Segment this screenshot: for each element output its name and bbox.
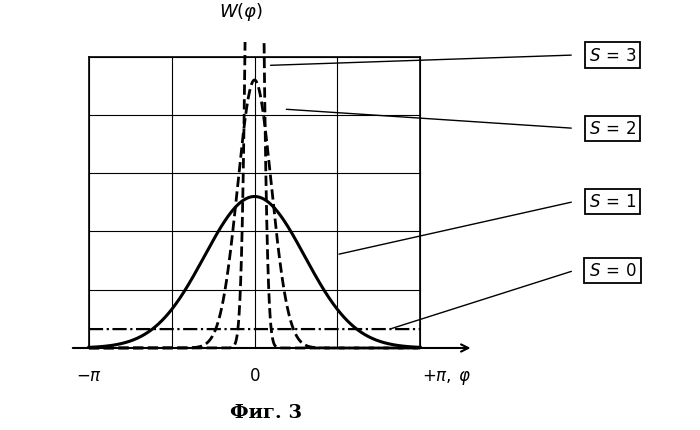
Text: $W(\varphi)$: $W(\varphi)$ (219, 1, 263, 23)
Text: $-\pi$: $-\pi$ (76, 367, 102, 384)
Text: $S\,=\,2$: $S\,=\,2$ (589, 120, 636, 138)
Text: $+\pi,\;\varphi$: $+\pi,\;\varphi$ (422, 367, 472, 386)
Text: Фиг. 3: Фиг. 3 (230, 403, 302, 421)
Text: $S\,=\,0$: $S\,=\,0$ (589, 262, 636, 280)
Text: $0$: $0$ (248, 367, 260, 384)
Text: $S\,=\,1$: $S\,=\,1$ (589, 194, 636, 211)
Text: $S\,=\,3$: $S\,=\,3$ (589, 47, 636, 64)
